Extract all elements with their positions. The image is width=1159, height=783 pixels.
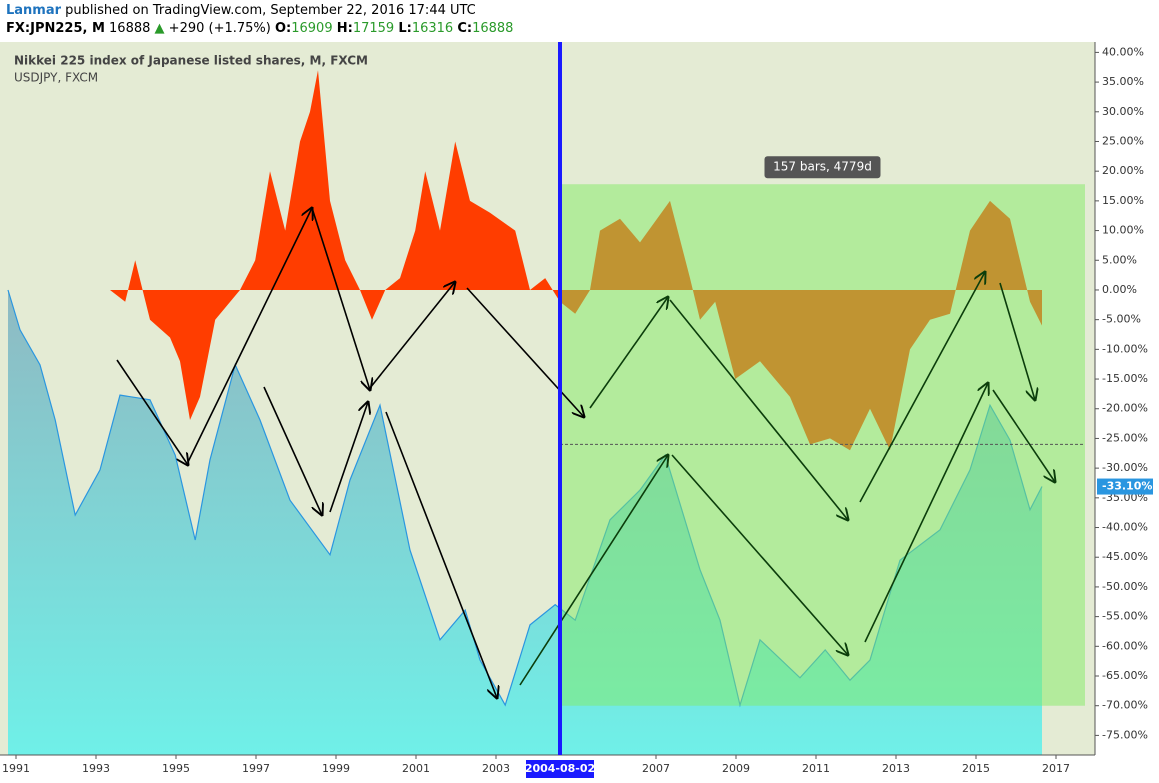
- legend-secondary: USDJPY, FXCM: [14, 71, 98, 85]
- low-label: L:: [398, 21, 412, 36]
- x-tick-label: 1993: [82, 762, 110, 775]
- y-tick-label: 40.00%: [1102, 45, 1144, 58]
- y-tick-label: 35.00%: [1102, 75, 1144, 88]
- arrow: [187, 208, 312, 463]
- arrow: [671, 454, 848, 655]
- symbol: FX:JPN225, M: [6, 21, 105, 36]
- author[interactable]: Lanmar: [6, 3, 62, 18]
- header: Lanmar published on TradingView.com, Sep…: [0, 0, 1159, 42]
- y-tick-label: 20.00%: [1102, 164, 1144, 177]
- x-tick-label: 2009: [722, 762, 750, 775]
- y-tick-label: -30.00%: [1102, 461, 1148, 474]
- range-label: 157 bars, 4779d: [773, 160, 872, 174]
- y-tick-label: -40.00%: [1102, 521, 1148, 534]
- y-tick-label: 0.00%: [1102, 283, 1137, 296]
- arrow: [385, 411, 497, 698]
- up-icon: ▲: [154, 21, 165, 36]
- y-tick-label: -20.00%: [1102, 402, 1148, 415]
- y-tick-label: 10.00%: [1102, 224, 1144, 237]
- x-tick-label: 2013: [882, 762, 910, 775]
- y-tick-label: -15.00%: [1102, 372, 1148, 385]
- high: 17159: [352, 21, 395, 36]
- layer: 157 bars, 4779d: [7, 70, 1085, 755]
- x-tick-label: 1997: [242, 762, 270, 775]
- last-value-label: -33.10%: [1102, 480, 1152, 493]
- x-tick-label: 1991: [2, 762, 30, 775]
- y-axis-background: [1095, 42, 1159, 783]
- arrow: [116, 359, 188, 465]
- y-tick-label: -50.00%: [1102, 580, 1148, 593]
- y-tick-label: -70.00%: [1102, 699, 1148, 712]
- y-tick-label: -25.00%: [1102, 431, 1148, 444]
- x-tick-label: 2001: [402, 762, 430, 775]
- open-label: O:: [274, 21, 292, 36]
- y-tick-label: -5.00%: [1102, 313, 1141, 326]
- arrow: [589, 297, 668, 409]
- change: +290 (+1.75%): [168, 21, 271, 36]
- close: 16888: [472, 21, 514, 36]
- y-tick-label: -45.00%: [1102, 550, 1148, 563]
- high-label: H:: [336, 21, 353, 36]
- nikkei-area: [8, 290, 1042, 755]
- arrow: [369, 282, 455, 389]
- arrow: [992, 389, 1055, 482]
- x-tick-label: 2017: [1042, 762, 1070, 775]
- publish-line: Lanmar published on TradingView.com, Sep…: [6, 3, 476, 18]
- arrow: [263, 386, 322, 515]
- date-range: [560, 184, 1085, 706]
- last-value-bg: [1097, 478, 1153, 495]
- published: published on TradingView.com, September …: [61, 3, 476, 18]
- arrow: [864, 383, 988, 643]
- y-tick-label: 5.00%: [1102, 253, 1137, 266]
- x-tick-label: 2007: [642, 762, 670, 775]
- arrow: [519, 455, 668, 686]
- close-label: C:: [457, 21, 473, 36]
- arrow: [669, 299, 848, 520]
- last: 16888: [109, 21, 151, 36]
- range-label-bg: [764, 156, 881, 179]
- low: 16316: [411, 21, 454, 36]
- y-tick-label: 15.00%: [1102, 194, 1144, 207]
- x-tick-label: 2015: [962, 762, 990, 775]
- y-tick-label: -55.00%: [1102, 610, 1148, 623]
- y-tick-label: 30.00%: [1102, 105, 1144, 118]
- y-tick-label: -10.00%: [1102, 342, 1148, 355]
- date-marker-label-bg: [526, 760, 594, 778]
- y-tick-label: -60.00%: [1102, 639, 1148, 652]
- arrow: [859, 272, 985, 503]
- y-tick-label: 25.00%: [1102, 134, 1144, 147]
- arrow: [329, 402, 368, 513]
- arrow: [466, 287, 584, 417]
- x-tick-label: 1995: [162, 762, 190, 775]
- open: 16909: [291, 21, 333, 36]
- x-tick-label: 2003: [482, 762, 510, 775]
- ohlc-line: FX:JPN225, M 16888 ▲ +290 (+1.75%) O:169…: [6, 21, 513, 36]
- date-marker-label: 2004-08-02: [525, 762, 595, 775]
- y-tick-label: -65.00%: [1102, 669, 1148, 682]
- legend-main: Nikkei 225 index of Japanese listed shar…: [14, 54, 368, 68]
- arrow: [999, 282, 1035, 400]
- x-tick-label: 1999: [322, 762, 350, 775]
- x-tick-label: 2011: [802, 762, 830, 775]
- arrows: [116, 207, 1055, 698]
- y-tick-label: -75.00%: [1102, 728, 1148, 741]
- arrow: [311, 207, 370, 390]
